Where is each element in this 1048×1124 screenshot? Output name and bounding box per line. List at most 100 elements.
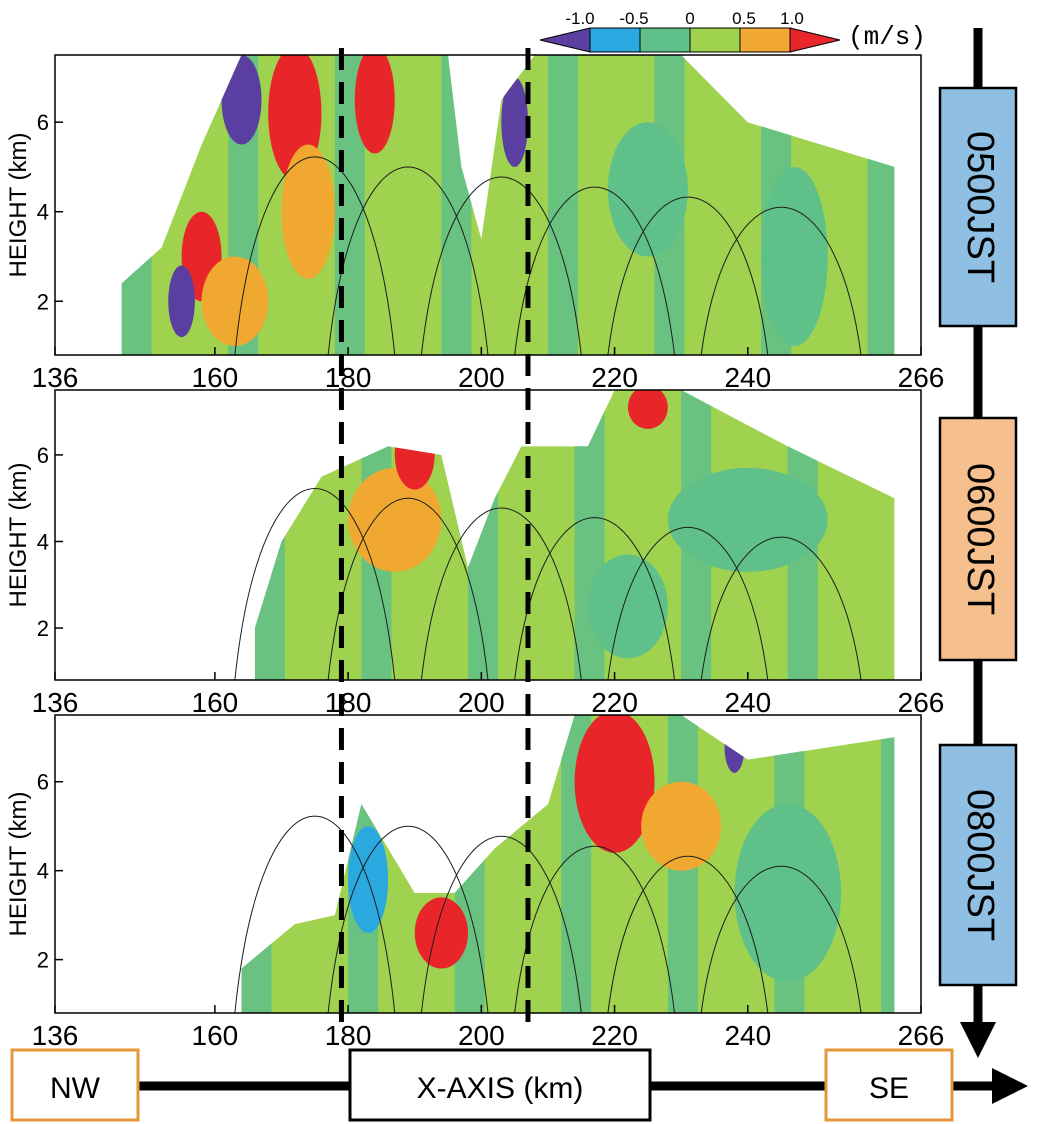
time-label-0500: 0500JST [959,131,1001,283]
panel-0800-band [241,715,272,1013]
panel-0500-contour [700,207,862,356]
panel-0500-band [441,55,472,355]
panel-0600-y-axis-label: HEIGHT (km) [5,463,32,608]
colorbar-bin-5 [739,27,791,53]
x-axis-title-box [348,1048,652,1122]
panel-0800-plot [234,715,895,1014]
panel-0500-contour [514,186,676,356]
panel-0500-x-tick-label: 200 [458,362,505,393]
panel-0800-x-tick-label: 180 [325,1020,372,1051]
panel-0600-x-tick-label: 220 [591,687,638,718]
panel-0500-plot [121,55,895,356]
panel-0500-patch-4 [201,256,269,347]
panel-0800-x-tick-label: 266 [898,1020,945,1051]
panel-0500-contour [420,176,582,356]
panel-0800-patch-1 [574,715,655,853]
panel-0600-patch-0 [348,467,442,572]
colorbar-bin-4 [689,27,741,53]
panel-0500-band [121,55,152,355]
colorbar-bin-3 [639,27,691,53]
colorbar: -1.0 -0.5 0 0.5 1.0 (m/s) [539,9,926,53]
panel-0500-x-tick-label: 266 [898,362,945,393]
panel-0800-y-tick-label: 6 [37,770,49,795]
panel-0500-band [867,55,895,355]
panel-0800-contour [420,835,582,1014]
panel-0800-x-tick-label: 200 [458,1020,505,1051]
panel-0800-band [454,715,485,1013]
panel-0800-x-tick-label: 220 [591,1020,638,1051]
panel-0500-patch-5 [168,265,195,338]
panel-0800-x-tick-label: 160 [192,1020,239,1051]
panel-0500-patch-1 [354,55,395,154]
panel-0800: HEIGHT (km) 2 4 6 136 160 180 200 220 240 266 [5,714,945,1051]
panel-0800-contour [234,815,396,1014]
x-axis-title: X-AXIS (km) [417,1072,584,1105]
panel-0800-frame [54,714,922,1014]
time-label-box-0500 [938,86,1018,328]
time-label-box-0800 [938,743,1018,987]
panel-0800-x-ticks: 136 160 180 200 220 240 266 [32,1005,945,1051]
panel-0500-x-tick-label: 136 [32,362,79,393]
panel-0800-y-axis-label: HEIGHT (km) [5,792,32,937]
panel-0600-x-tick-label: 200 [458,687,505,718]
colorbar-tick-2: -0.5 [619,9,648,28]
panel-0500-x-tick-label: 160 [192,362,239,393]
se-box [824,1048,954,1122]
panel-0800-y-tick-label: 2 [37,948,49,973]
panel-0600-x-tick-label: 160 [192,687,239,718]
panel-0500-contour [234,156,396,356]
panel-0500-x-ticks: 136 160 180 200 220 240 266 [32,347,945,393]
time-label-0800: 0800JST [959,789,1001,941]
panel-0500-patch-6 [221,55,262,145]
panel-0500-x-tick-label: 220 [591,362,638,393]
panel-0800-contour [327,825,489,1014]
panel-0600-y-tick-label: 6 [37,443,49,468]
panel-0600-patch-4 [587,554,668,659]
panel-0800-contour [700,866,862,1014]
colorbar-tick-3: 0 [685,9,694,28]
panel-0600-frame [54,389,922,681]
colorbar-tick-4: 0.5 [732,9,756,28]
panel-0500-frame [54,54,922,356]
panel-0800-patch-3 [724,719,745,773]
panel-0600-contour [607,527,769,681]
panel-0500-y-tick-label: 2 [37,289,49,314]
panel-0500-y-tick-label: 6 [37,110,49,135]
panel-0800-y-ticks: 2 4 6 [37,770,63,973]
colorbar-tick-1: -1.0 [565,9,594,28]
panel-0800-patch-5 [734,803,842,982]
panel-0800-x-tick-label: 136 [32,1020,79,1051]
panel-0600-x-tick-label: 240 [724,687,771,718]
panel-0600-x-ticks: 136 160 180 200 220 240 266 [32,672,944,718]
panel-0600-plot [234,390,895,681]
panel-0600-patch-1 [394,420,435,490]
colorbar-tick-5: 1.0 [780,9,804,28]
panel-0800-patch-4 [641,781,722,871]
panel-0500-patch-7 [501,77,528,167]
panel-0800-contour [607,856,769,1014]
nw-label: NW [50,1072,101,1105]
panel-0500-y-axis-label: HEIGHT (km) [5,133,32,278]
panel-0500-patch-3 [281,144,335,279]
panel-0600-y-tick-label: 4 [37,529,49,554]
time-label-box-0600 [938,416,1018,662]
panel-0600-band [254,390,285,680]
panel-0600: HEIGHT (km) 2 4 6 136 160 180 200 220 240 266 [5,389,944,718]
colorbar-arrow-high [789,27,841,53]
panel-0600-x-tick-label: 180 [325,687,372,718]
panel-0600-patch-2 [627,390,668,429]
panel-0800-band [881,715,895,1013]
panel-0600-y-ticks: 2 4 6 [37,443,63,641]
colorbar-bin-2 [589,27,641,53]
panel-0800-x-tick-label: 240 [724,1020,771,1051]
panel-0600-x-tick-label: 136 [32,687,79,718]
colorbar-arrow-low [539,27,591,53]
panel-0500: HEIGHT (km) 2 4 6 136 160 180 200 220 240 266 [5,54,945,393]
panel-0600-y-tick-label: 2 [37,616,49,641]
time-axis: 0500JST 0600JST 0800JST [938,28,1018,1058]
nw-box [10,1048,140,1122]
panel-0600-contour [234,488,396,681]
panel-0600-band [468,390,498,680]
panel-0600-contour [700,536,862,681]
